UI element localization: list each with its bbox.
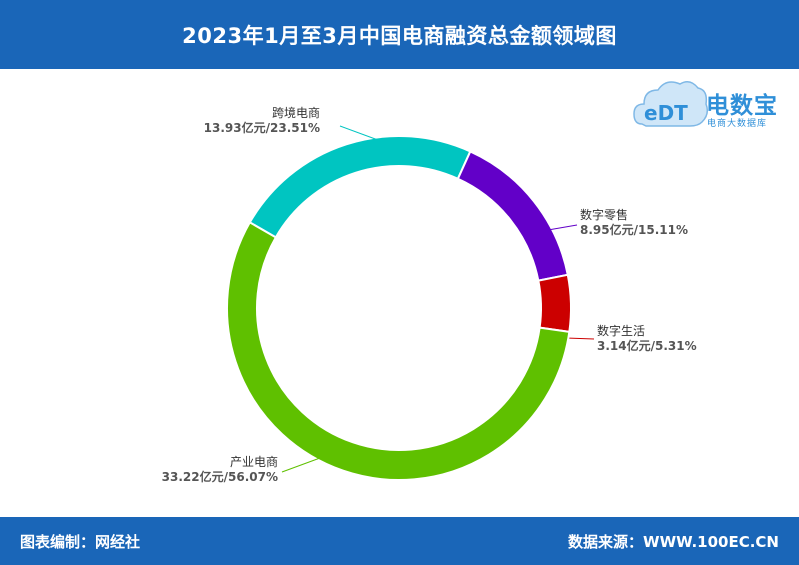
leader-line	[565, 337, 595, 340]
leader-line	[339, 125, 379, 141]
slice-name-label: 跨境电商	[272, 105, 320, 120]
logo-name: 电数宝	[706, 93, 778, 119]
slice-name-label: 数字零售	[580, 207, 628, 222]
logo-subtitle: 电商大数据库	[707, 119, 768, 129]
chart-title: 2023年1月至3月中国电商融资总金额领域图	[182, 23, 617, 48]
donut-chart: 跨境电商13.93亿元/23.51%数字零售8.95亿元/15.11%数字生活3…	[162, 105, 697, 484]
logo: eDT 电数宝 电商大数据库	[632, 76, 782, 136]
footer-source: 数据来源：WWW.100EC.CN	[568, 533, 779, 551]
donut-slice	[248, 135, 472, 239]
cloud-logo-icon: eDT	[633, 81, 709, 127]
footer-credit: 图表编制：网经社	[20, 533, 141, 551]
donut-slice	[537, 273, 572, 333]
header-bar: 2023年1月至3月中国电商融资总金额领域图	[0, 0, 799, 69]
donut-slice	[456, 150, 569, 282]
slice-name-label: 数字生活	[597, 323, 645, 338]
slice-value-label: 13.93亿元/23.51%	[204, 120, 320, 135]
slice-value-label: 8.95亿元/15.11%	[580, 222, 688, 237]
leader-line	[547, 224, 578, 231]
slice-name-label: 产业电商	[230, 454, 278, 469]
logo-mark: eDT	[644, 101, 688, 125]
slice-value-label: 3.14亿元/5.31%	[597, 338, 697, 353]
donut-slice	[226, 221, 571, 481]
leader-line	[281, 457, 321, 473]
footer-bar: 图表编制：网经社 数据来源：WWW.100EC.CN	[0, 517, 799, 565]
slice-value-label: 33.22亿元/56.07%	[162, 469, 278, 484]
